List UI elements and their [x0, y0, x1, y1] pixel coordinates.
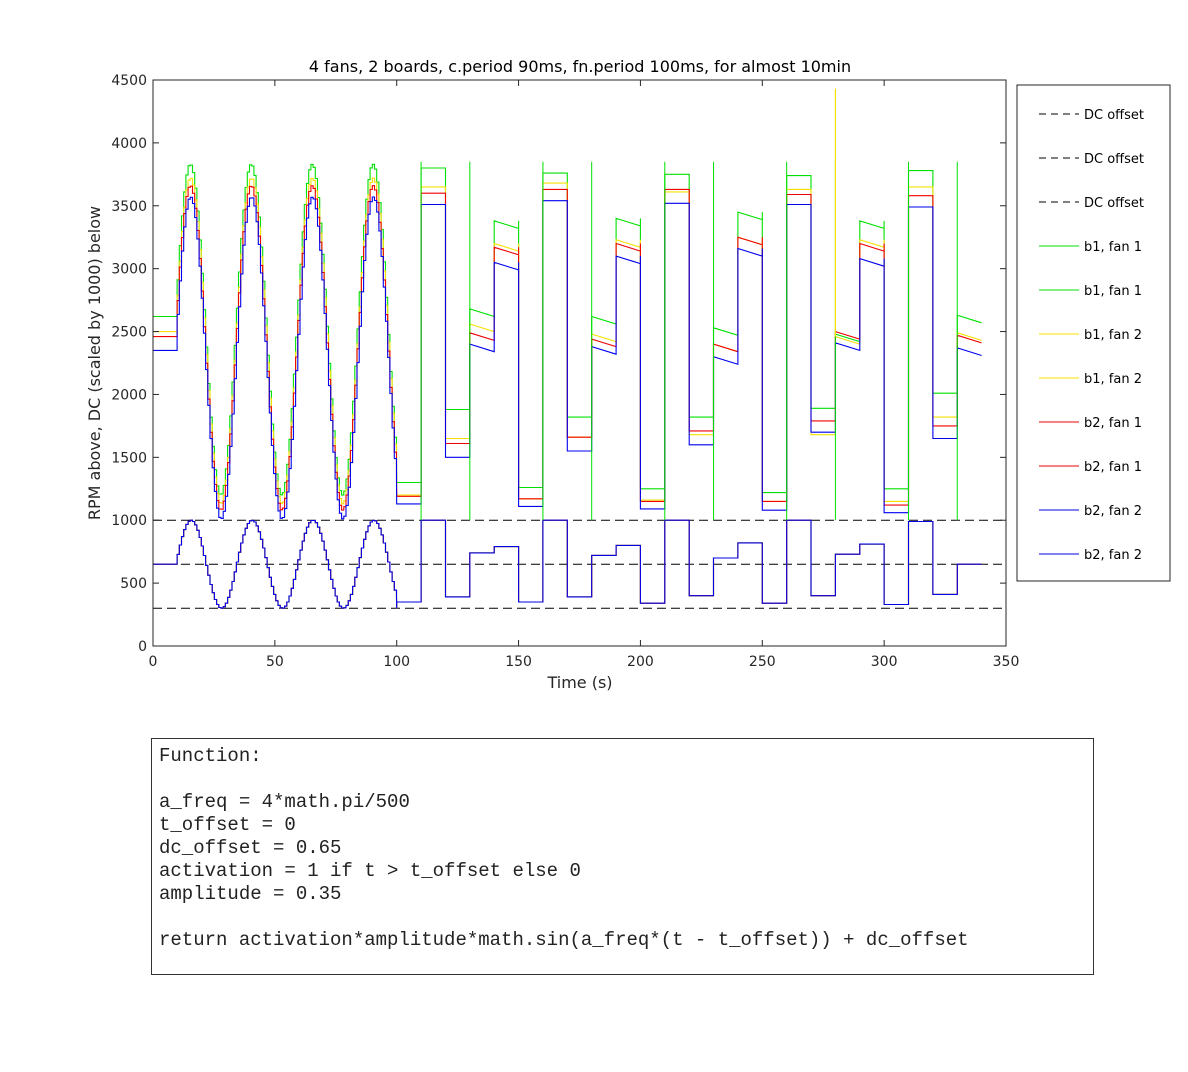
dc-offset-lines	[153, 519, 1006, 609]
legend-label: b1, fan 1	[1084, 240, 1142, 255]
y-axis-label: RPM above, DC (scaled by 1000) below	[85, 206, 104, 520]
x-tick-label: 0	[149, 654, 158, 670]
x-tick-label: 250	[749, 654, 776, 670]
axes-box	[152, 79, 1007, 647]
plot-area	[153, 80, 1006, 646]
chart-svg: 0 50 100 150 200 250 300 3500500100015002000250…	[85, 57, 1171, 692]
y-tick-label: 4000	[111, 136, 147, 152]
x-axis-label: Time (s)	[546, 673, 612, 692]
y-tick-label: 1000	[111, 513, 147, 529]
legend-label: b1, fan 1	[1084, 284, 1142, 299]
chart-title: 4 fans, 2 boards, c.period 90ms, fn.peri…	[309, 57, 851, 76]
x-tick-label: 350	[993, 654, 1020, 670]
legend-label: b2, fan 2	[1084, 504, 1142, 519]
x-tick-label: 200	[627, 654, 654, 670]
y-tick-label: 3000	[111, 262, 147, 278]
legend-label: b2, fan 1	[1084, 460, 1142, 475]
legend-label: b2, fan 1	[1084, 416, 1142, 431]
legend-box	[1016, 84, 1171, 582]
function-code-box: Function: a_freq = 4*math.pi/500 t_offse…	[151, 738, 1094, 975]
rpm-series-blue	[153, 196, 982, 520]
code-line: t_offset = 0	[159, 814, 296, 836]
y-tick-label: 3500	[111, 199, 147, 215]
plot-background	[153, 80, 1006, 646]
legend-label: DC offset	[1084, 108, 1144, 123]
legend-label: b1, fan 2	[1084, 328, 1142, 343]
y-tick-label: 1500	[111, 450, 147, 466]
legend-label: DC offset	[1084, 196, 1144, 211]
dc-series-blue	[153, 519, 982, 609]
y-tick-label: 2500	[111, 325, 147, 341]
axes-layer: 0 50 100 150 200 250 300 3500500100015002000250…	[111, 73, 1019, 670]
legend: DC offset DC offset DC offset b1, fan 1 b1, …	[1016, 84, 1171, 582]
legend-label: DC offset	[1084, 152, 1144, 167]
code-line: return activation*amplitude*math.sin(a_f…	[159, 929, 969, 951]
y-tick-label: 0	[138, 639, 147, 655]
x-tick-label: 300	[871, 654, 898, 670]
y-tick-label: 500	[120, 576, 147, 592]
x-tick-label: 50	[266, 654, 284, 670]
series-layer	[153, 88, 982, 609]
y-tick-label: 4500	[111, 73, 147, 89]
y-tick-label: 2000	[111, 387, 147, 403]
code-line: Function:	[159, 745, 262, 767]
x-tick-label: 150	[505, 654, 532, 670]
x-tick-label: 100	[383, 654, 410, 670]
code-line: amplitude = 0.35	[159, 883, 342, 905]
code-line: dc_offset = 0.65	[159, 837, 342, 859]
legend-label: b2, fan 2	[1084, 548, 1142, 563]
function-code-text: Function: a_freq = 4*math.pi/500 t_offse…	[152, 739, 1093, 952]
code-line: activation = 1 if t > t_offset else 0	[159, 860, 581, 882]
legend-label: b1, fan 2	[1084, 372, 1142, 387]
code-line: a_freq = 4*math.pi/500	[159, 791, 410, 813]
